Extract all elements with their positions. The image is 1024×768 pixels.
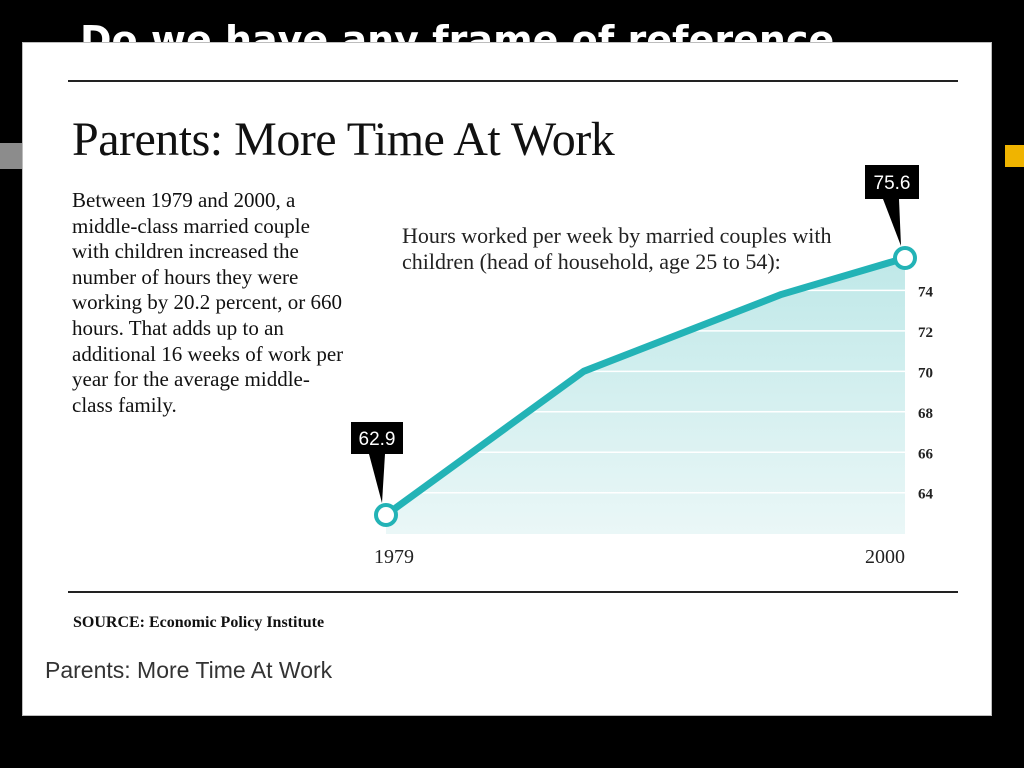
data-point-62.9 [374,503,398,527]
callout-pointer-75.6 [883,199,901,246]
series-line [382,254,909,519]
bottom-rule [68,591,958,593]
y-tick-label-74: 74 [918,284,934,300]
callout-box-75.6 [865,165,919,199]
callout-label-75.6: 75.6 [874,173,911,194]
callout-pointer-62.9 [369,454,385,503]
data-point-75.6 [893,246,917,270]
area-fill [386,258,905,534]
chart-headline: Parents: More Time At Work [72,113,615,166]
callout-label-62.9: 62.9 [359,429,396,450]
y-tick-label-70: 70 [918,365,933,381]
decorative-bar-right [1005,145,1024,167]
y-tick-label-68: 68 [918,406,933,422]
y-tick-label-64: 64 [918,487,934,503]
x-tick-label-1979: 1979 [374,546,414,568]
chart-description: Hours worked per week by married couples… [402,223,832,274]
body-text: Between 1979 and 2000, a middle-class ma… [72,188,344,417]
image-caption: Parents: More Time At Work [45,657,333,683]
y-tick-label-66: 66 [918,446,934,462]
decorative-bar-left [0,143,24,169]
x-tick-label-2000: 2000 [865,546,905,568]
source-note: SOURCE: Economic Policy Institute [73,614,325,631]
top-rule [68,80,958,82]
callout-box-62.9 [351,422,403,454]
y-tick-label-72: 72 [918,325,933,341]
